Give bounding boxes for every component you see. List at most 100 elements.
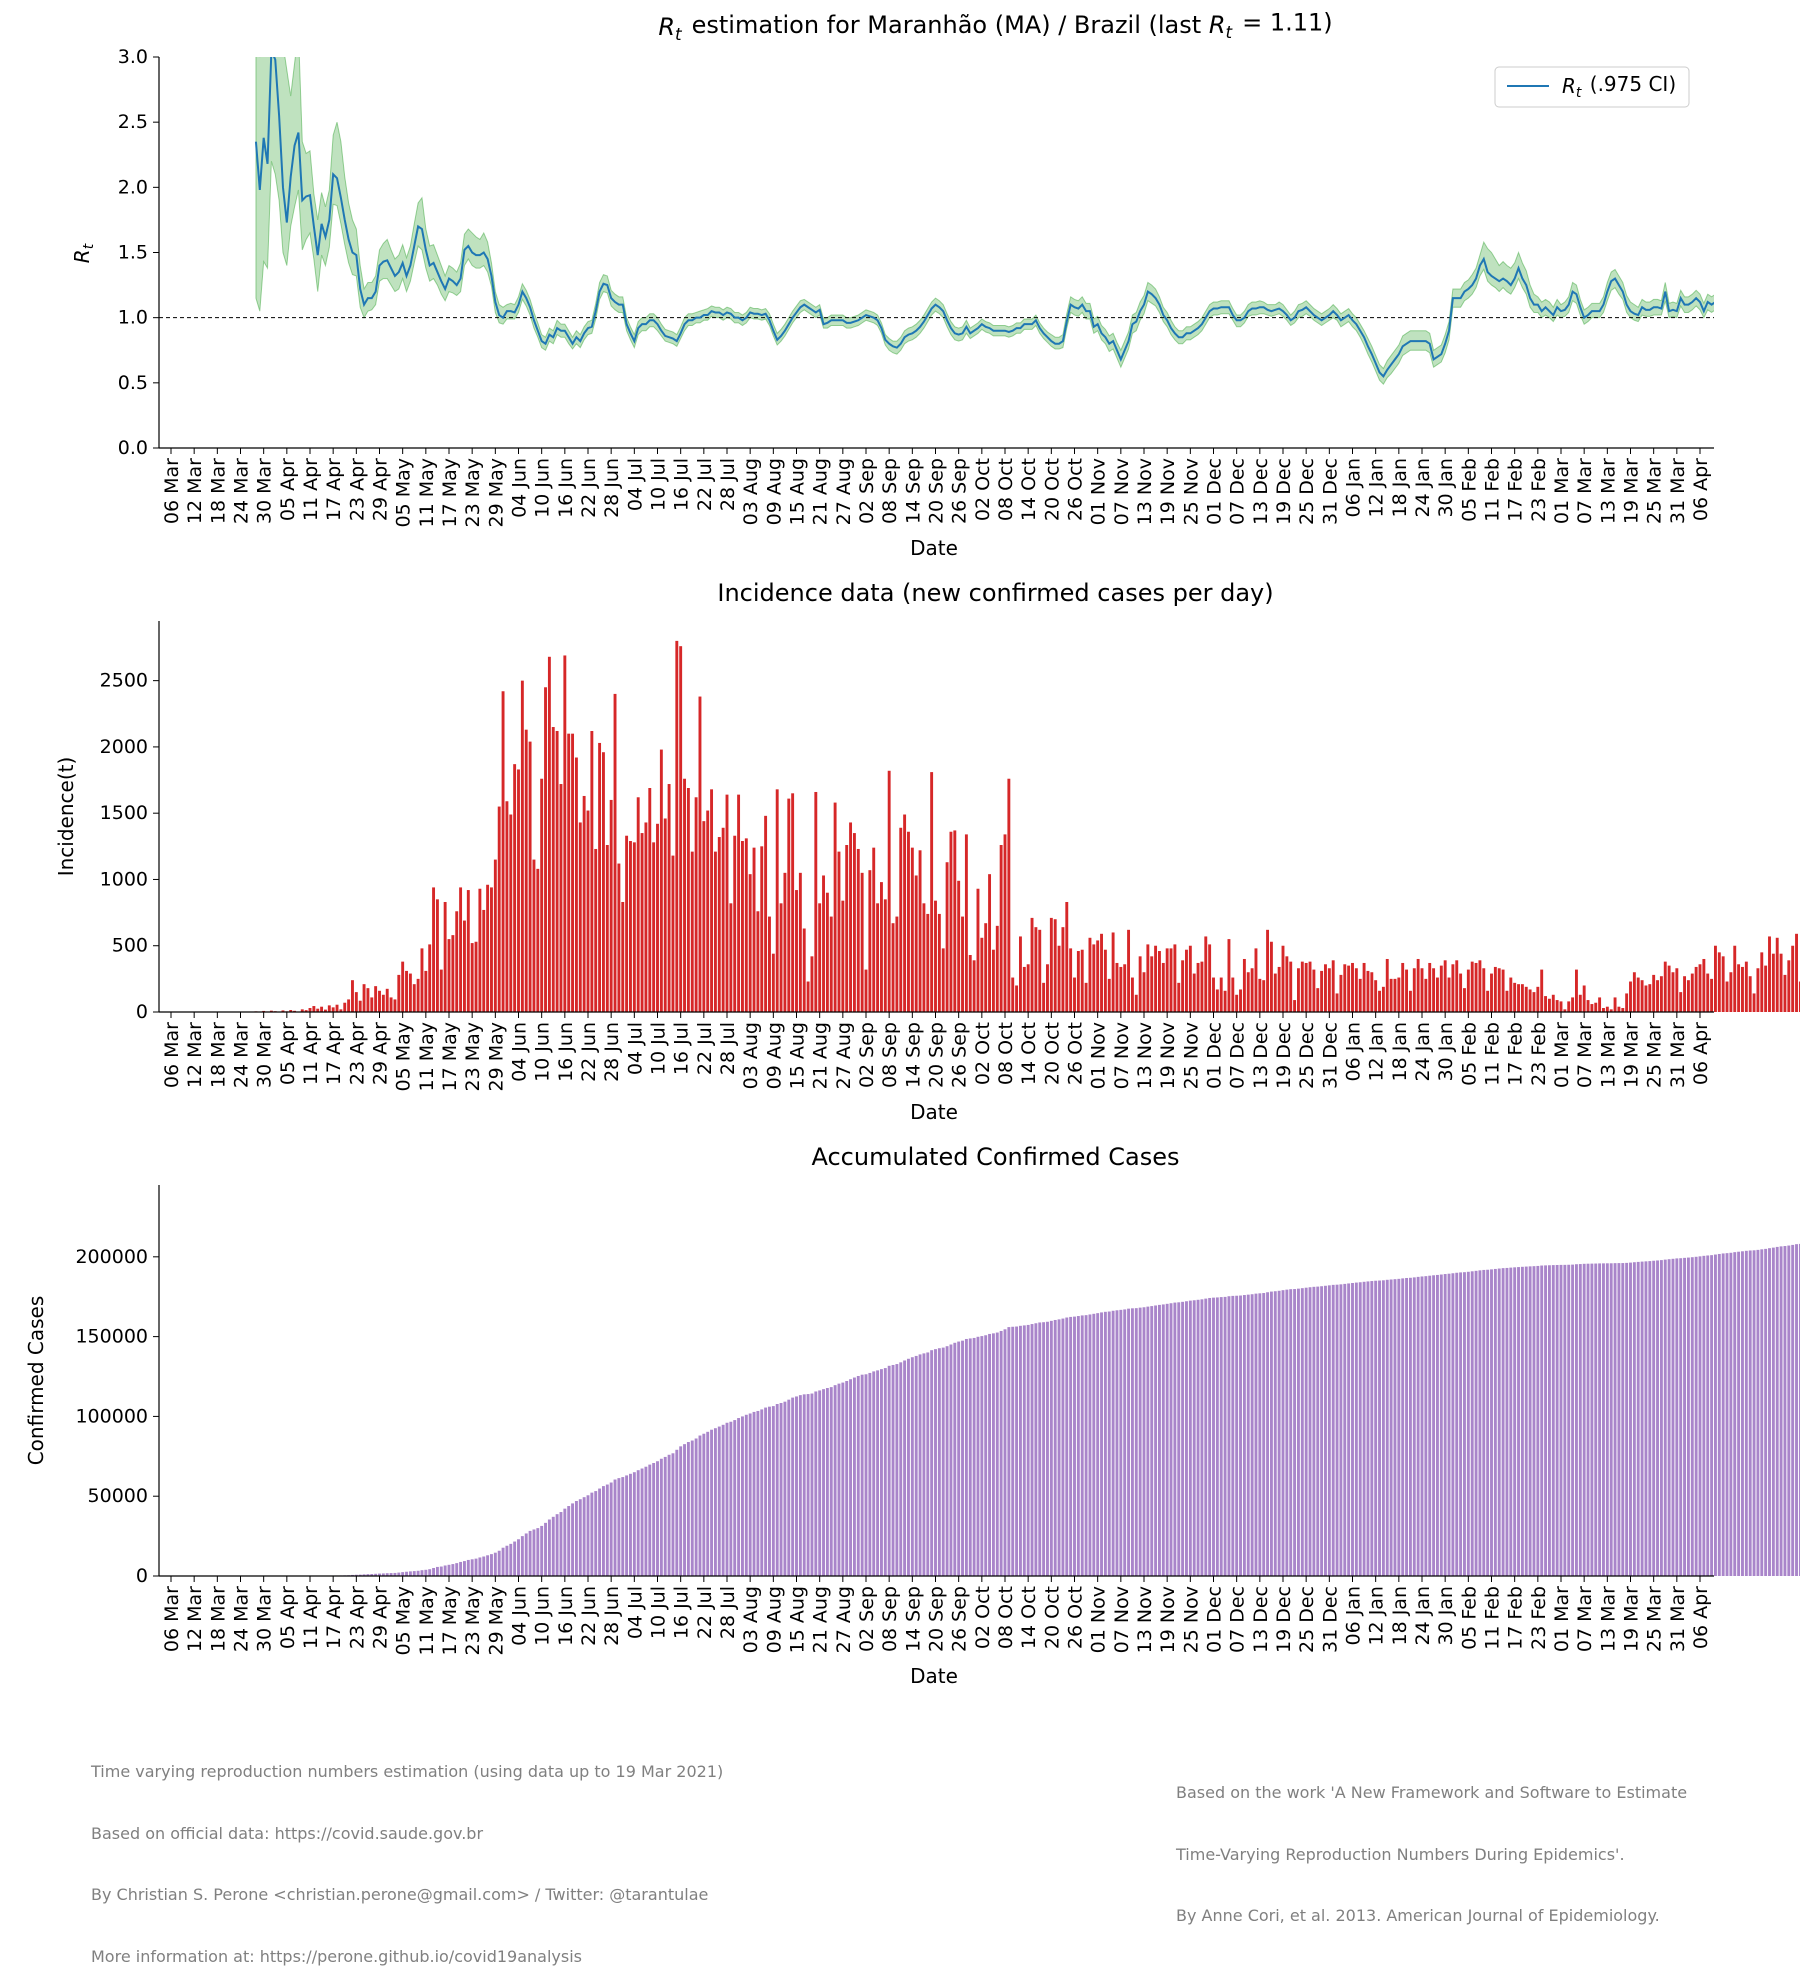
x-tick-label: 30 Jan	[1435, 1022, 1457, 1082]
incidence-bar	[444, 902, 447, 1012]
incidence-bar	[1197, 963, 1200, 1012]
incidence-bar	[486, 885, 489, 1012]
accumulated-bar	[490, 1554, 493, 1576]
incidence-bar	[401, 962, 404, 1012]
incidence-bar	[745, 838, 748, 1012]
x-tick-label: 18 Jan	[1389, 458, 1411, 518]
incidence-bar	[1031, 918, 1034, 1012]
x-tick-label: 16 Jul	[671, 458, 693, 511]
incidence-bar	[560, 784, 563, 1012]
incidence-bar	[1436, 978, 1439, 1012]
incidence-bar	[687, 788, 690, 1012]
accumulated-bar	[1517, 1267, 1520, 1576]
incidence-bar	[903, 815, 906, 1012]
incidence-bar	[938, 914, 941, 1012]
accumulated-bar	[1760, 1249, 1763, 1576]
incidence-bar	[1235, 995, 1238, 1012]
incidence-bar	[540, 779, 543, 1012]
x-axis-label: Date	[910, 1100, 958, 1124]
accumulated-bar	[1432, 1275, 1435, 1576]
accumulated-bar	[741, 1416, 744, 1576]
y-axis-label: Rt	[68, 242, 97, 263]
accumulated-bar	[540, 1526, 543, 1576]
x-tick-label: 08 Oct	[995, 1022, 1017, 1085]
accumulated-bar	[710, 1430, 713, 1576]
x-tick-label: 12 Jan	[1366, 1022, 1388, 1082]
x-tick-label: 28 Jun	[601, 458, 623, 518]
incidence-bar	[343, 1003, 346, 1012]
accumulated-bar	[1621, 1263, 1624, 1576]
y-tick-label: 1.0	[118, 307, 148, 329]
incidence-bar	[787, 799, 790, 1012]
accumulated-bar	[1737, 1252, 1740, 1576]
incidence-bar	[590, 731, 593, 1012]
accumulated-bar	[1718, 1254, 1721, 1576]
x-tick-label: 18 Jan	[1389, 1586, 1411, 1646]
x-tick-label: 04 Jun	[509, 458, 531, 518]
incidence-bar	[579, 822, 582, 1012]
accumulated-bar	[1112, 1311, 1115, 1576]
accumulated-bar	[942, 1348, 945, 1576]
incidence-bar	[1645, 985, 1648, 1012]
incidence-bar	[834, 803, 837, 1012]
incidence-bar	[1768, 936, 1771, 1012]
x-tick-label: 23 Feb	[1528, 1586, 1550, 1650]
x-tick-label: 22 Jul	[694, 1022, 716, 1075]
incidence-bar	[1432, 968, 1435, 1012]
accumulated-bar	[1594, 1264, 1597, 1576]
accumulated-bar	[679, 1446, 682, 1576]
incidence-bar	[1390, 979, 1393, 1012]
accumulated-bar	[1494, 1269, 1497, 1576]
x-tick-label: 27 Aug	[833, 458, 855, 525]
accumulated-bar	[1023, 1325, 1026, 1576]
incidence-bar	[1598, 997, 1601, 1012]
accumulated-bar	[1351, 1283, 1354, 1576]
x-tick-label: 16 Jun	[555, 458, 577, 518]
incidence-bar	[1397, 978, 1400, 1012]
x-tick-label: 05 Apr	[277, 458, 299, 521]
accumulated-bar	[714, 1428, 717, 1576]
accumulated-bar	[1652, 1261, 1655, 1576]
incidence-bar	[691, 852, 694, 1012]
accumulated-bar	[587, 1495, 590, 1576]
y-axis-label: Incidence(t)	[54, 757, 78, 877]
accumulated-bar	[1606, 1263, 1609, 1576]
x-tick-label: 01 Nov	[1088, 1022, 1110, 1089]
incidence-bar	[1579, 995, 1582, 1012]
x-tick-label: 15 Aug	[787, 1022, 809, 1089]
x-tick-label: 23 May	[462, 1586, 484, 1656]
x-tick-label: 24 Jan	[1412, 1022, 1434, 1082]
accumulated-bar	[1046, 1322, 1049, 1576]
x-tick-label: 14 Sep	[902, 458, 924, 524]
accumulated-bar	[590, 1493, 593, 1576]
incidence-bar	[1575, 970, 1578, 1012]
x-tick-label: 12 Mar	[184, 1022, 206, 1088]
y-tick-label: 100000	[75, 1405, 148, 1427]
incidence-bar	[880, 882, 883, 1012]
incidence-bar	[1594, 1003, 1597, 1012]
x-tick-label: 03 Aug	[740, 1586, 762, 1653]
accumulated-bar	[475, 1559, 478, 1576]
accumulated-bar	[1089, 1314, 1092, 1576]
incidence-bar	[1243, 959, 1246, 1012]
x-tick-label: 19 Dec	[1273, 458, 1295, 525]
accumulated-bar	[1795, 1244, 1798, 1576]
incidence-bar	[915, 875, 918, 1012]
incidence-bar	[1301, 962, 1304, 1012]
incidence-bar	[872, 848, 875, 1012]
x-tick-label: 01 Mar	[1551, 1022, 1573, 1088]
x-tick-label: 25 Nov	[1180, 1586, 1202, 1653]
incidence-bar	[1293, 1000, 1296, 1012]
accumulated-bar	[799, 1395, 802, 1576]
incidence-bar	[1081, 950, 1084, 1012]
accumulated-bar	[857, 1376, 860, 1576]
y-tick-label: 1000	[100, 868, 148, 890]
incidence-bar	[1502, 970, 1505, 1012]
incidence-bar	[1660, 976, 1663, 1012]
accumulated-bar	[780, 1403, 783, 1576]
accumulated-bar	[552, 1517, 555, 1576]
x-tick-label: 02 Sep	[856, 1586, 878, 1652]
x-tick-label: 11 May	[416, 458, 438, 528]
accumulated-bar	[409, 1571, 412, 1576]
accumulated-bar	[1571, 1265, 1574, 1576]
